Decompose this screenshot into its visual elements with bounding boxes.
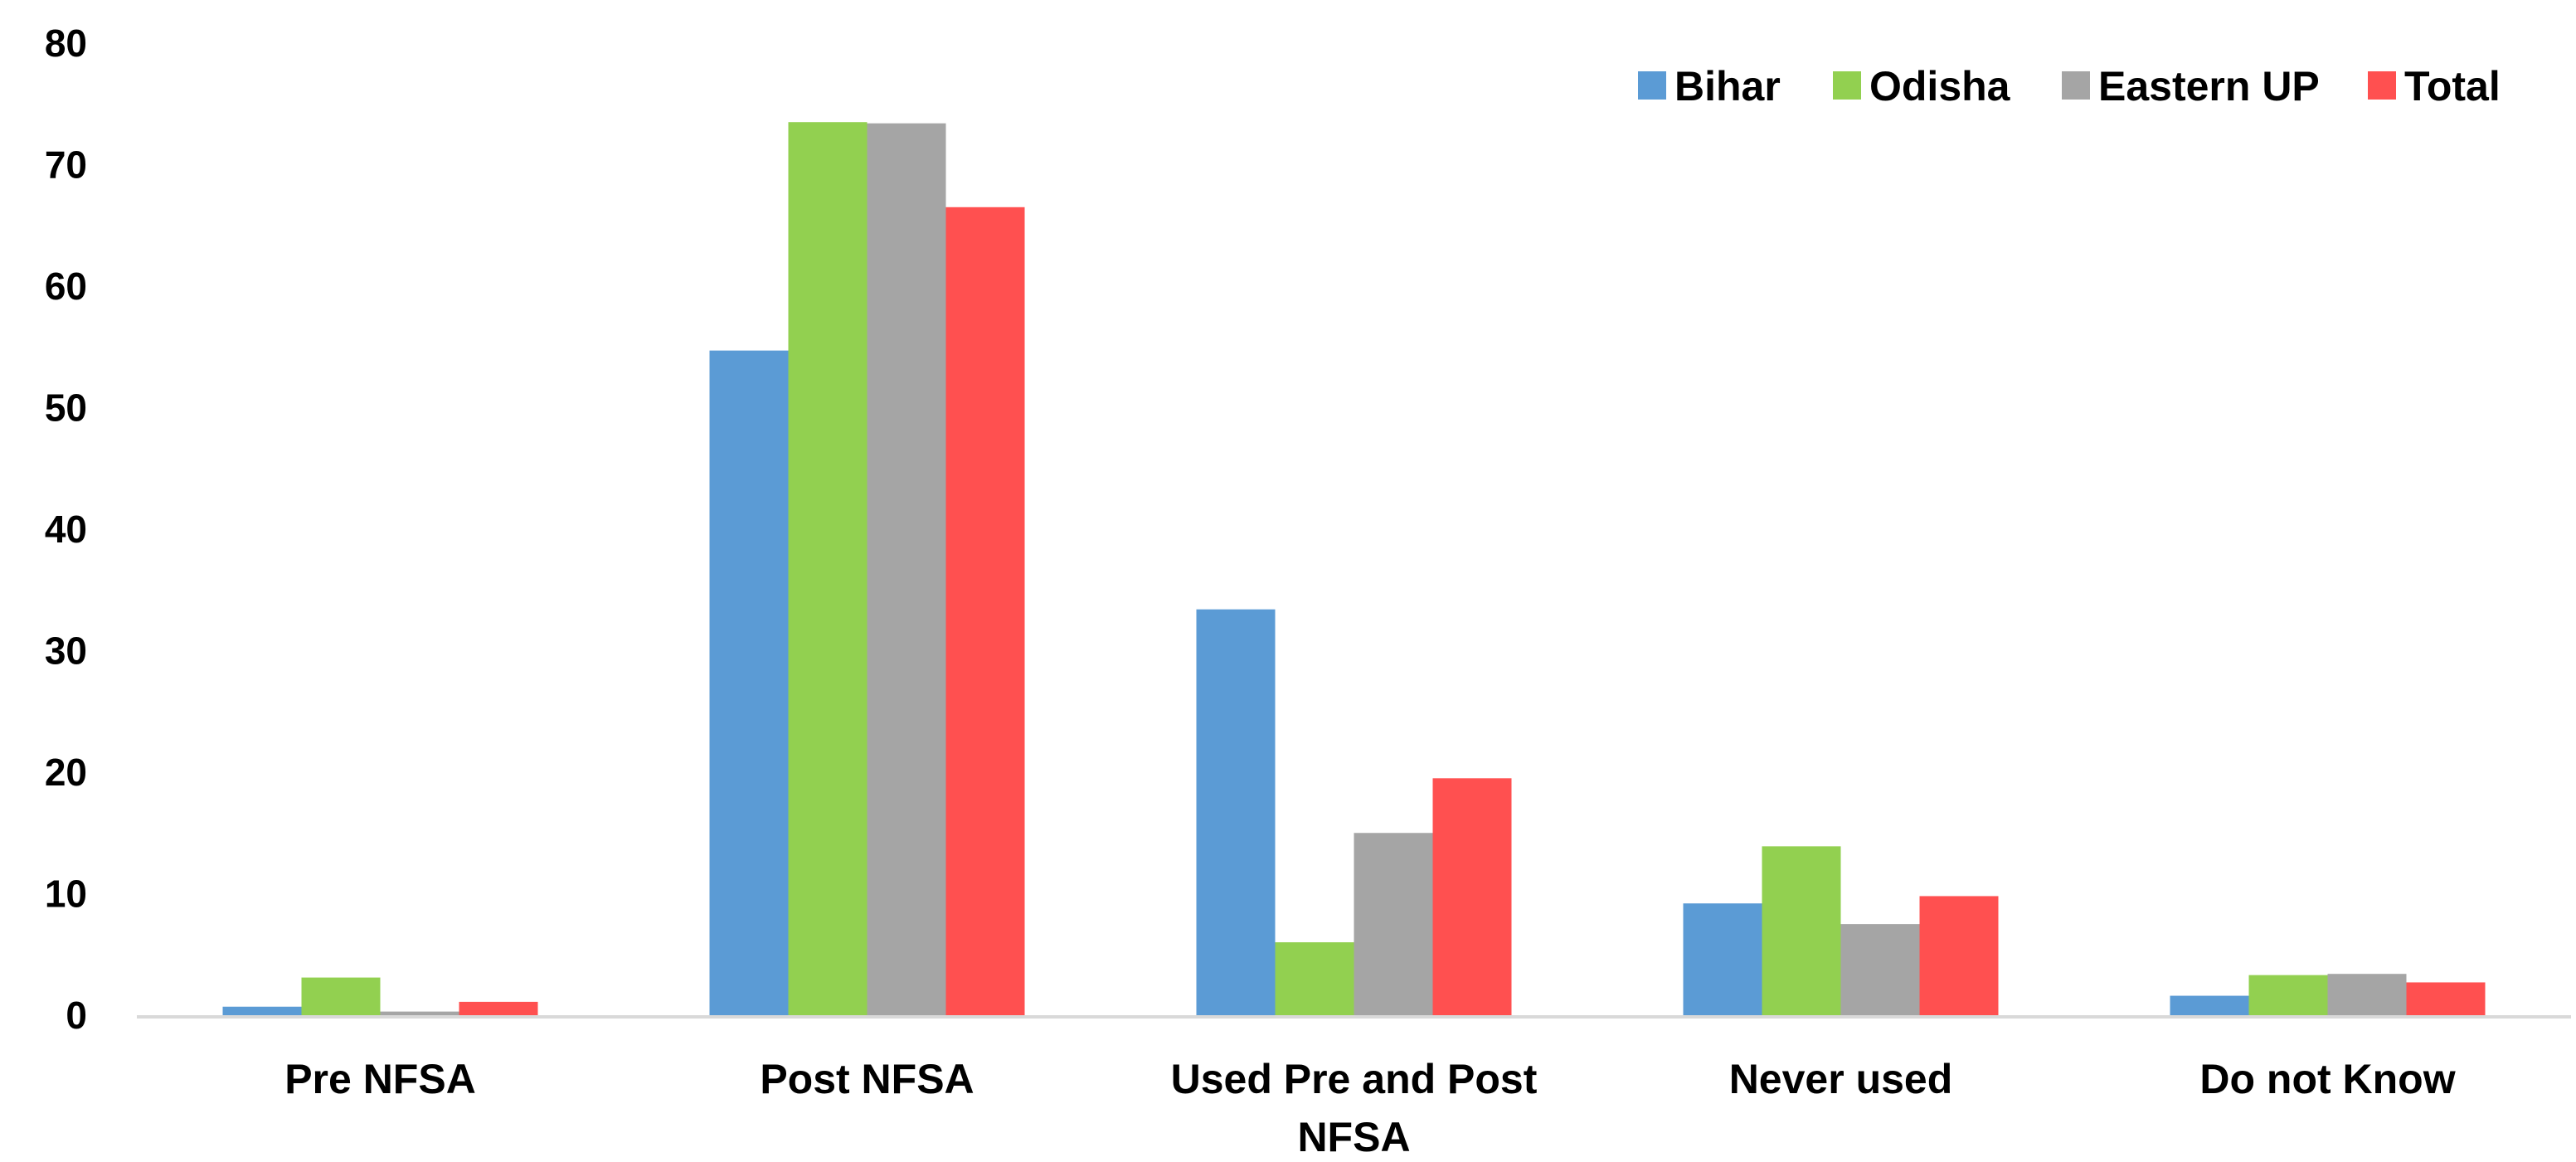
- legend-item-bihar: Bihar: [1638, 63, 1781, 109]
- y-tick-label: 20: [45, 751, 87, 794]
- bar-total: [2406, 982, 2486, 1015]
- legend-swatch: [1833, 71, 1861, 100]
- x-tick-label: Pre NFSA: [284, 1056, 476, 1102]
- bar-bihar: [709, 350, 789, 1015]
- x-axis: Pre NFSA Post NFSA Used Pre and Post NFSA Ne…: [284, 1056, 2456, 1160]
- x-tick-label: Never used: [1729, 1056, 1953, 1102]
- bar-series-group: [222, 122, 2486, 1016]
- bar-odisha: [1762, 846, 1841, 1015]
- bar-total: [1919, 896, 1999, 1015]
- legend-label: Total: [2404, 63, 2501, 109]
- y-tick-label: 50: [45, 387, 87, 430]
- bar-total: [1432, 778, 1512, 1015]
- legend-item-total: Total: [2368, 63, 2501, 109]
- y-tick-label: 60: [45, 265, 87, 308]
- legend-swatch: [1638, 71, 1666, 100]
- legend-item-eastern-up: Eastern UP: [2062, 63, 2320, 109]
- bar-eastern-up: [1354, 833, 1433, 1015]
- y-tick-label: 10: [45, 873, 87, 916]
- x-tick-label: NFSA: [1297, 1114, 1410, 1160]
- legend-swatch: [2062, 71, 2090, 100]
- bar-total: [945, 207, 1025, 1015]
- bar-total: [459, 1001, 538, 1015]
- bar-odisha: [2248, 975, 2328, 1015]
- legend-label: Odisha: [1869, 63, 2011, 109]
- bar-bihar: [1196, 609, 1276, 1015]
- bar-odisha: [788, 122, 868, 1016]
- y-tick-label: 70: [45, 143, 87, 187]
- bar-eastern-up: [380, 1011, 459, 1015]
- bar-bihar: [2170, 995, 2249, 1015]
- bar-eastern-up: [867, 123, 946, 1016]
- y-tick-label: 40: [45, 508, 87, 551]
- bar-odisha: [1275, 942, 1354, 1015]
- legend: Bihar Odisha Eastern UP Total: [1638, 63, 2501, 109]
- x-tick-label: Post NFSA: [760, 1056, 974, 1102]
- x-tick-label: Do not Know: [2199, 1056, 2455, 1102]
- y-tick-label: 30: [45, 630, 87, 673]
- y-tick-label: 80: [45, 22, 87, 65]
- bar-odisha: [301, 977, 381, 1015]
- legend-label: Bihar: [1674, 63, 1781, 109]
- bar-bihar: [222, 1006, 302, 1015]
- bar-eastern-up: [1840, 924, 1920, 1015]
- legend-label: Eastern UP: [2098, 63, 2320, 109]
- legend-item-odisha: Odisha: [1833, 63, 2011, 109]
- bar-eastern-up: [2327, 974, 2407, 1015]
- bar-bihar: [1683, 903, 1762, 1015]
- y-axis: 0 10 20 30 40 50 60 70 80: [45, 22, 87, 1037]
- x-tick-label: Used Pre and Post: [1171, 1056, 1538, 1102]
- y-tick-label: 0: [66, 994, 87, 1037]
- legend-swatch: [2368, 71, 2396, 100]
